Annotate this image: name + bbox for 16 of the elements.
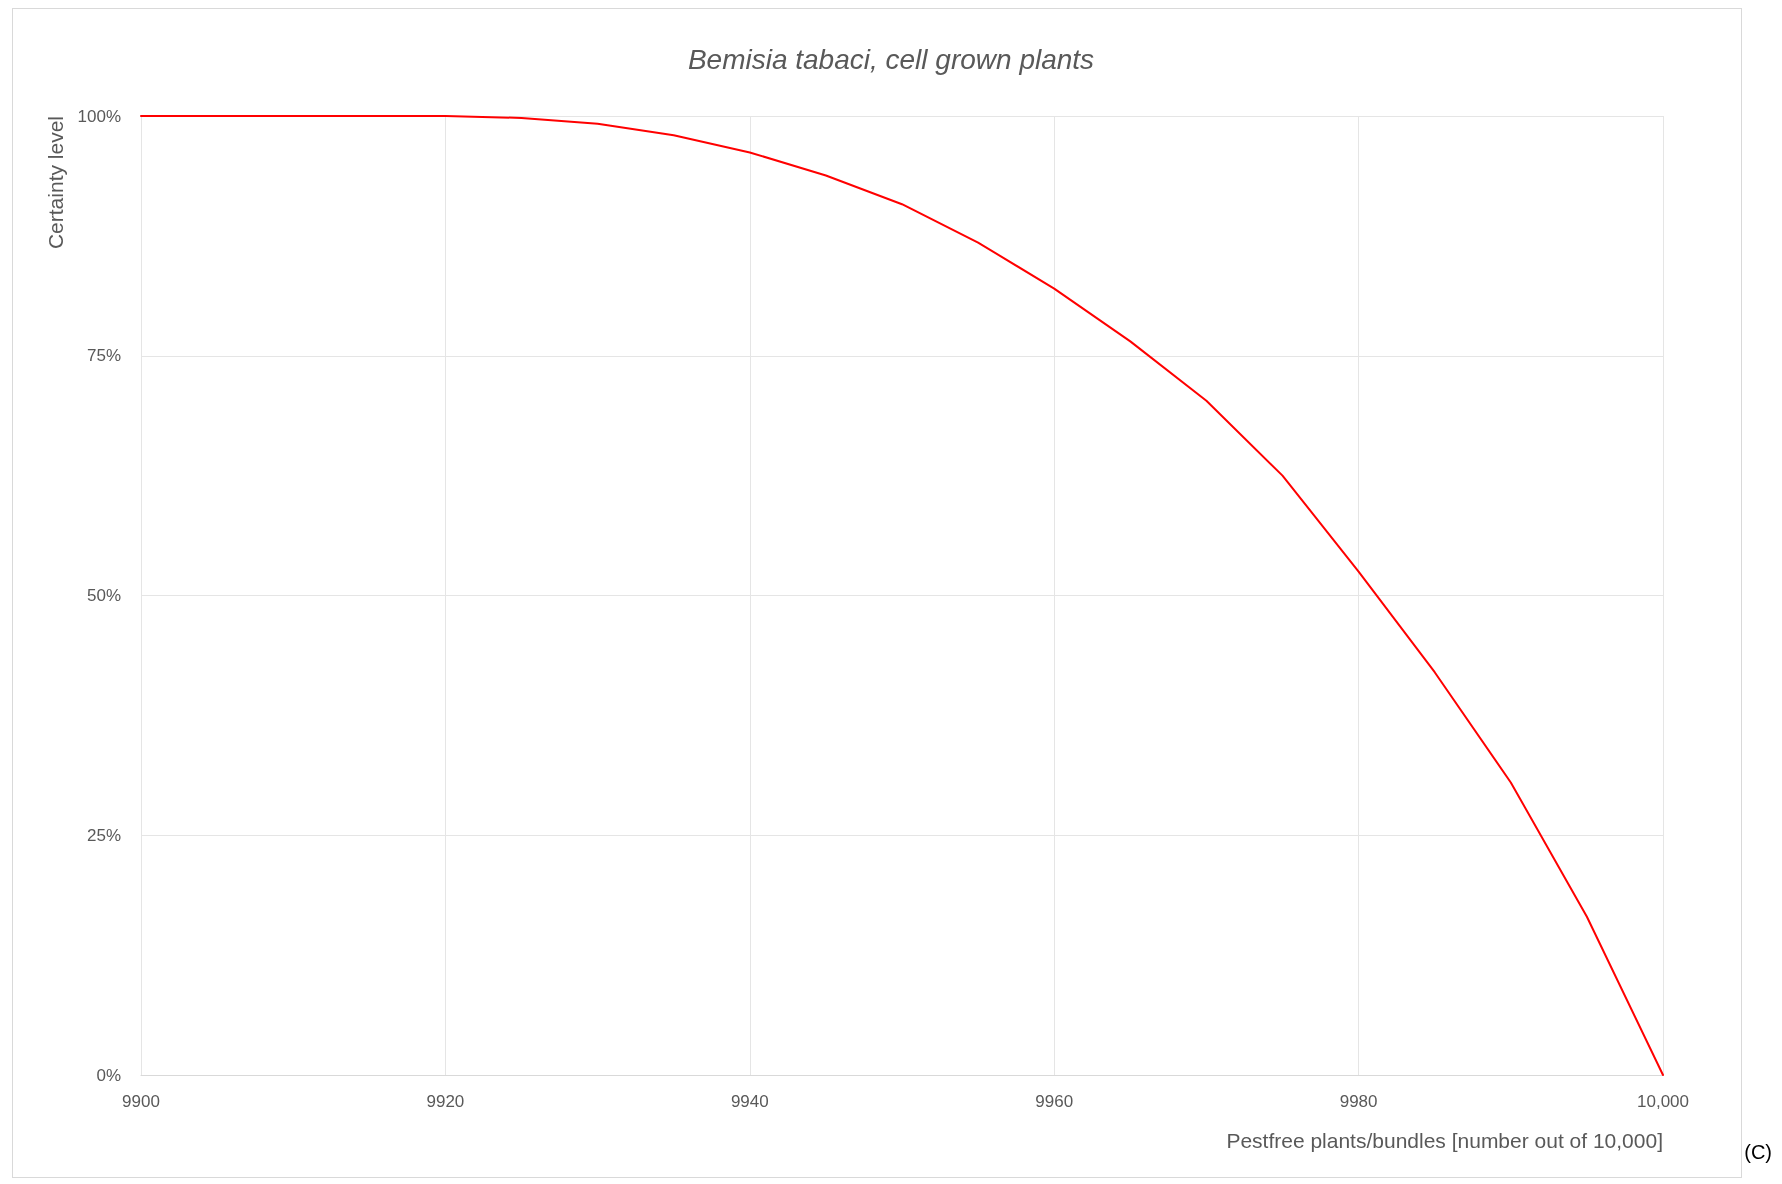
- line-series: [140, 115, 1664, 1076]
- x-tick-label: 9940: [730, 1092, 769, 1111]
- y-tick-label: 75%: [86, 346, 121, 366]
- y-tick-label: 25%: [86, 825, 121, 845]
- y-tick-label: 0%: [96, 1065, 121, 1085]
- x-tick-label: 9960: [1035, 1092, 1074, 1111]
- x-tick-label: 9980: [1339, 1092, 1378, 1111]
- chart-title: Bemisia tabaci, cell grown plants: [687, 43, 1095, 75]
- x-tick-label: 9920: [426, 1092, 465, 1111]
- y-tick-label: 50%: [86, 586, 121, 605]
- x-tick-label: 10,000: [1637, 1092, 1689, 1111]
- x-axis-title: Pestfree plants/bundles [number out of 10,000]: [1226, 1129, 1663, 1152]
- y-tick-label: 100%: [77, 106, 121, 126]
- x-tick-label: 9900: [122, 1092, 160, 1111]
- text: (C): [1744, 1141, 1772, 1163]
- y-axis-title: Certainty level: [44, 116, 67, 250]
